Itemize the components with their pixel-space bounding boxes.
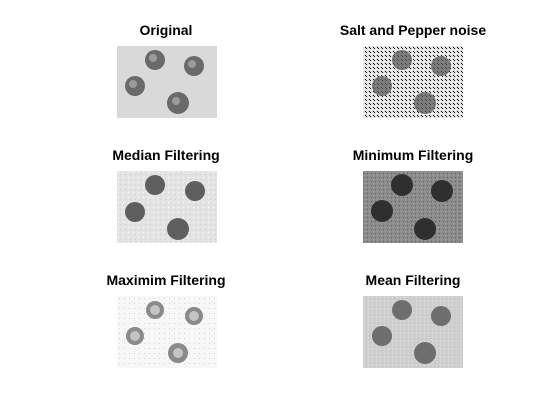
panel-title: Mean Filtering bbox=[365, 272, 461, 288]
panel-original: Original bbox=[56, 22, 276, 140]
panel-title: Original bbox=[139, 22, 193, 38]
panel-mean: Mean Filtering bbox=[303, 272, 523, 390]
panel-minimum: Minimum Filtering bbox=[303, 147, 523, 265]
coins-image-saltpepper bbox=[363, 46, 463, 118]
panel-title: Median Filtering bbox=[112, 147, 220, 163]
coins-image-original bbox=[117, 46, 217, 118]
panel-title: Minimum Filtering bbox=[352, 147, 474, 163]
coins-image-minimum bbox=[363, 171, 463, 243]
panel-median: Median Filtering bbox=[56, 147, 276, 265]
panel-saltpepper: Salt and Pepper noise bbox=[303, 22, 523, 140]
panel-title: Maximim Filtering bbox=[106, 272, 226, 288]
panel-maximum: Maximim Filtering bbox=[56, 272, 276, 390]
coins-image-maximum bbox=[117, 296, 217, 368]
panel-title: Salt and Pepper noise bbox=[339, 22, 487, 38]
coins-image-mean bbox=[363, 296, 463, 368]
coins-image-median bbox=[117, 171, 217, 243]
